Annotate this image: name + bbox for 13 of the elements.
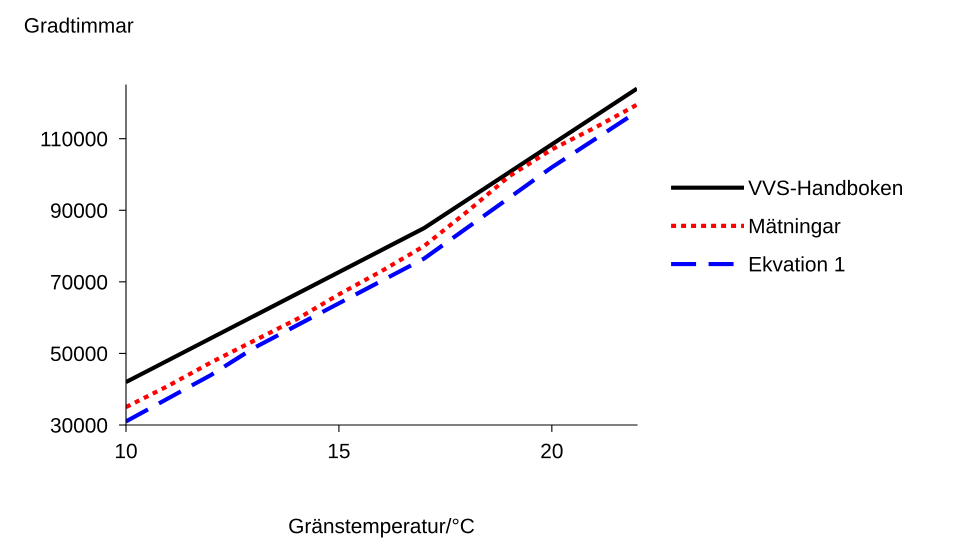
legend-label: VVS-Handboken [748, 180, 902, 196]
y-axis-title: Gradtimmar [24, 17, 134, 33]
x-tick-label: 15 [328, 444, 350, 458]
y-tick-label: 110000 [42, 132, 108, 146]
x-axis-title: Gränstemperatur/°C [289, 518, 474, 538]
y-tick-label: 90000 [50, 203, 108, 218]
y-tick-label: 70000 [51, 274, 108, 290]
x-tick-label: 20 [541, 444, 563, 458]
legend-label: Mätningar [750, 218, 840, 238]
y-tick-label: 50000 [50, 346, 108, 362]
legend-label: Ekvation 1 [750, 256, 844, 272]
x-tick-label: 10 [116, 444, 137, 458]
y-tick-label: 30000 [50, 418, 108, 433]
